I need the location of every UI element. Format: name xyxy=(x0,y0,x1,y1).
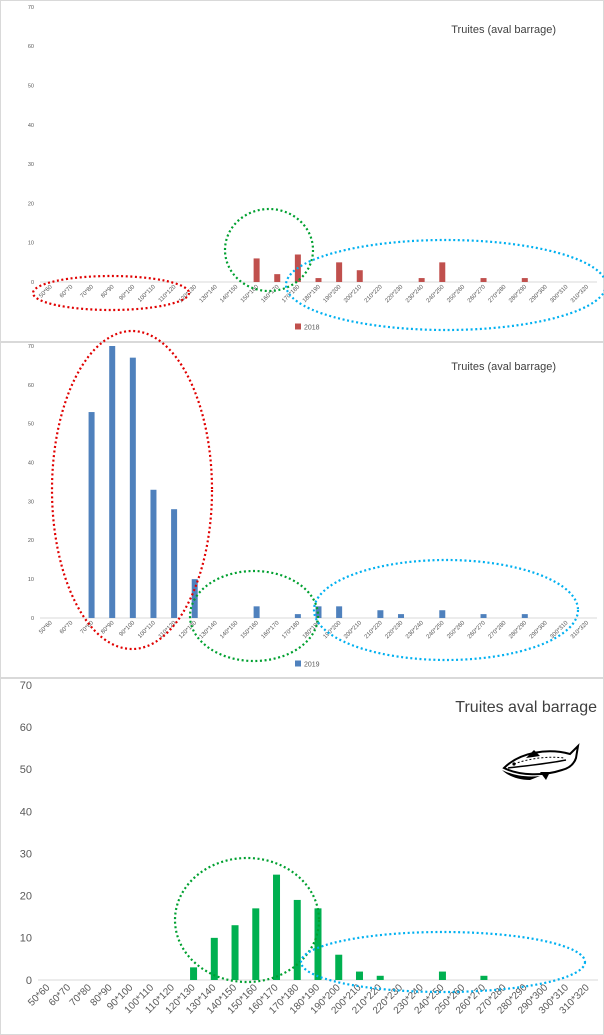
bar xyxy=(273,874,281,980)
annotation-ellipse xyxy=(299,930,587,994)
y-tick-label: 10 xyxy=(20,933,32,945)
bar xyxy=(231,925,239,980)
y-tick-label: 30 xyxy=(20,848,32,860)
bar xyxy=(210,937,218,980)
y-tick-label: 20 xyxy=(28,201,34,207)
bar xyxy=(314,908,322,980)
annotation-ellipse xyxy=(223,207,315,293)
y-tick-label: 0 xyxy=(31,280,34,286)
y-tick-label: 10 xyxy=(28,241,34,247)
annotation-ellipse xyxy=(284,238,604,332)
bar xyxy=(438,971,446,980)
bar xyxy=(377,610,384,618)
bar xyxy=(376,975,384,980)
bar xyxy=(150,489,157,618)
bar xyxy=(129,357,136,618)
bar xyxy=(190,967,198,980)
y-tick-label: 20 xyxy=(28,538,34,544)
bar xyxy=(439,610,446,618)
bar xyxy=(480,614,487,618)
bar xyxy=(521,278,528,282)
y-tick-label: 20 xyxy=(20,891,32,903)
fish-icon xyxy=(502,743,580,780)
annotation-ellipse xyxy=(50,329,214,651)
chart-title: Truites (aval barrage) xyxy=(451,24,556,36)
chart-panel: 01020304050607050*6060*7070*8080*9090*10… xyxy=(0,678,604,1035)
bar xyxy=(253,606,260,618)
bar xyxy=(294,614,301,618)
legend-label: 2018 xyxy=(304,325,320,332)
y-tick-label: 60 xyxy=(20,722,32,734)
y-tick-label: 30 xyxy=(28,162,34,168)
y-tick-label: 60 xyxy=(28,44,34,50)
annotation-ellipse xyxy=(312,558,580,662)
y-tick-label: 70 xyxy=(28,344,34,350)
y-tick-label: 60 xyxy=(28,383,34,389)
legend-swatch xyxy=(295,660,301,667)
bar xyxy=(355,971,363,980)
y-tick-label: 30 xyxy=(28,499,34,505)
bar xyxy=(480,975,488,980)
chart-title: Truites aval barrage xyxy=(455,699,597,716)
y-tick-label: 40 xyxy=(28,460,34,466)
y-tick-label: 40 xyxy=(28,123,34,129)
y-tick-label: 70 xyxy=(20,680,32,692)
bar xyxy=(336,606,343,618)
bar xyxy=(109,346,116,618)
bar xyxy=(274,274,281,282)
bar xyxy=(171,509,178,618)
chart-border xyxy=(0,0,604,342)
bar xyxy=(335,954,343,980)
bar xyxy=(480,278,487,282)
annotation-ellipse xyxy=(31,274,191,312)
bar xyxy=(439,262,446,282)
bar xyxy=(253,258,260,282)
y-tick-label: 50 xyxy=(28,422,34,428)
bar xyxy=(356,270,363,282)
annotation-ellipse xyxy=(173,856,321,984)
legend-swatch xyxy=(295,323,301,330)
chart-border xyxy=(0,678,604,1035)
bar xyxy=(252,908,260,980)
chart-title: Truites (aval barrage) xyxy=(451,361,556,373)
bar xyxy=(521,614,528,618)
y-tick-label: 40 xyxy=(20,806,32,818)
y-tick-label: 0 xyxy=(26,975,32,987)
bar xyxy=(293,899,301,980)
bar xyxy=(336,262,343,282)
y-tick-label: 70 xyxy=(28,5,34,11)
bar xyxy=(88,412,95,618)
y-tick-label: 50 xyxy=(20,764,32,776)
bar xyxy=(418,278,425,282)
y-tick-label: 10 xyxy=(28,577,34,583)
legend-label: 2019 xyxy=(304,662,320,669)
chart-border xyxy=(0,342,604,678)
annotation-ellipse xyxy=(188,569,320,663)
y-tick-label: 0 xyxy=(31,616,34,622)
bar xyxy=(398,614,405,618)
bar xyxy=(315,278,322,282)
y-tick-label: 50 xyxy=(28,83,34,89)
